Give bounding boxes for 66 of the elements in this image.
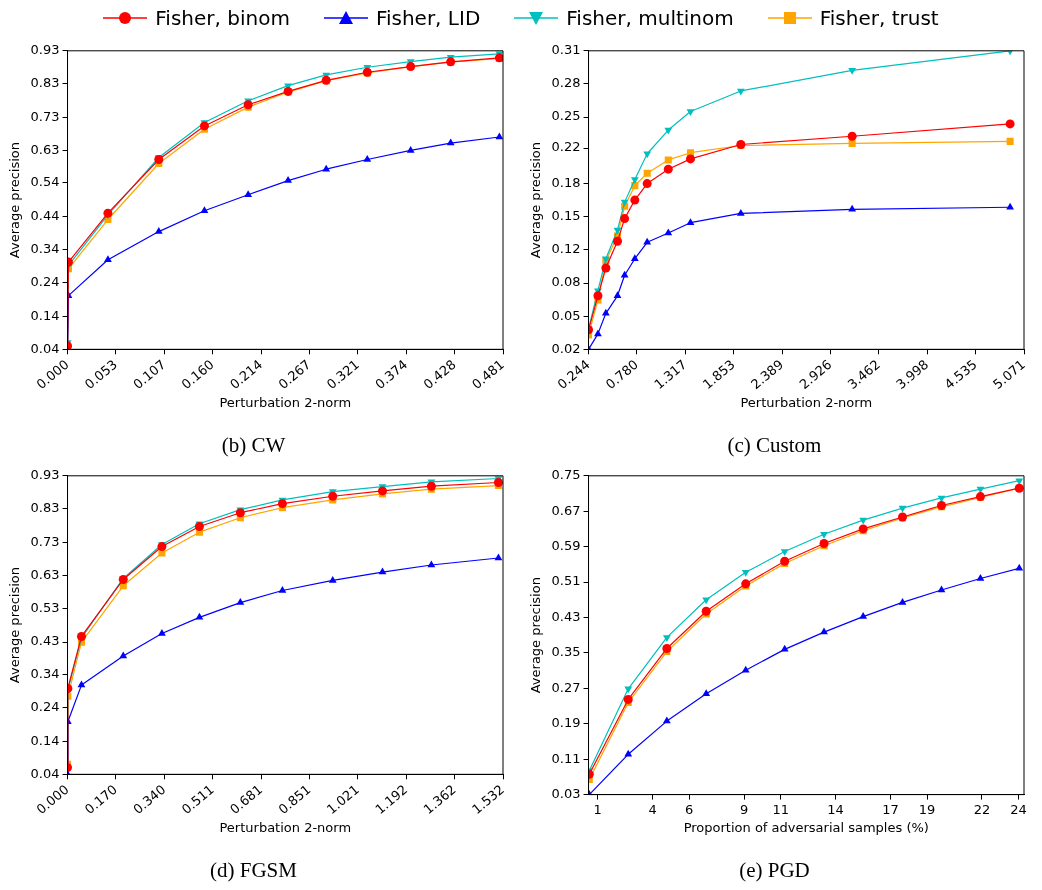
y-tick-label: 0.14 [30, 307, 60, 323]
x-tick-label: 22 [973, 801, 991, 817]
x-tick-label: 6 [685, 801, 694, 817]
y-tick-label: 0.34 [30, 241, 60, 257]
y-axis-title: Average precision [7, 566, 23, 684]
text: (e) PGD [739, 857, 810, 882]
y-tick-label: 0.19 [551, 715, 581, 731]
y-tick-label: 0.53 [30, 599, 60, 615]
x-tick-label: 14 [827, 801, 844, 817]
legend-label: Fisher, trust [819, 6, 939, 30]
y-tick-label: 0.12 [551, 241, 581, 257]
y-tick-label: 0.34 [30, 666, 60, 682]
y-tick-label: 0.24 [30, 274, 60, 290]
x-tick-label: 4 [648, 801, 657, 817]
y-tick-label: 0.03 [551, 785, 581, 801]
y-tick-label: 0.73 [30, 108, 60, 124]
x-axis-title: Proportion of adversarial samples (%) [683, 820, 929, 836]
y-tick-label: 0.25 [551, 108, 581, 124]
y-tick-label: 0.54 [30, 174, 60, 190]
x-tick-label: 11 [772, 801, 789, 817]
y-tick-label: 0.44 [30, 208, 60, 224]
y-tick-label: 0.22 [551, 139, 581, 155]
y-tick-label: 0.15 [551, 208, 581, 224]
x-tick-label: 24 [1010, 801, 1027, 817]
y-tick-label: 0.63 [30, 141, 60, 157]
y-tick-label: 0.93 [30, 467, 60, 483]
legend-label: Fisher, multinom [566, 6, 734, 30]
x-axis-title: Perturbation 2-norm [219, 820, 352, 836]
x-tick-label: 9 [739, 801, 749, 817]
y-tick-label: 0.18 [551, 174, 581, 190]
y-axis-title: Average precision [528, 577, 544, 694]
y-axis-title: Average precision [7, 141, 23, 259]
y-tick-label: 0.04 [30, 765, 60, 781]
legend-label: Fisher, binom [155, 6, 290, 30]
y-tick-label: 0.24 [30, 699, 60, 715]
legend-label: Fisher, LID [375, 6, 481, 30]
x-axis-title: Perturbation 2-norm [219, 395, 352, 411]
y-tick-label: 0.02 [551, 340, 581, 356]
y-tick-label: 0.27 [551, 679, 581, 695]
y-tick-label: 0.08 [551, 274, 581, 290]
x-tick-label: 1 [593, 801, 602, 817]
y-tick-label: 0.63 [30, 566, 60, 582]
y-tick-label: 0.93 [30, 42, 60, 58]
y-tick-label: 0.83 [30, 500, 60, 516]
y-tick-label: 0.05 [551, 307, 581, 323]
y-tick-label: 0.04 [30, 340, 60, 356]
y-tick-label: 0.59 [551, 538, 581, 554]
x-tick-label: 17 [882, 801, 899, 817]
y-tick-label: 0.73 [30, 533, 60, 549]
y-tick-label: 0.43 [551, 608, 581, 624]
text: (c) Custom [727, 432, 822, 457]
y-tick-label: 0.43 [30, 633, 60, 649]
text: (b) CW [221, 432, 286, 457]
y-tick-label: 0.11 [551, 750, 581, 766]
text: (d) FGSM [210, 857, 298, 882]
y-tick-label: 0.14 [30, 732, 60, 748]
y-tick-label: 0.31 [551, 42, 581, 58]
x-tick-label: 19 [918, 801, 936, 817]
y-tick-label: 0.83 [30, 75, 60, 91]
y-tick-label: 0.28 [551, 75, 581, 91]
y-tick-label: 0.67 [551, 502, 581, 518]
y-tick-label: 0.75 [551, 467, 581, 483]
y-tick-label: 0.35 [551, 644, 581, 660]
y-tick-label: 0.51 [551, 573, 581, 589]
y-axis-title: Average precision [528, 141, 544, 259]
x-axis-title: Perturbation 2-norm [740, 395, 873, 411]
